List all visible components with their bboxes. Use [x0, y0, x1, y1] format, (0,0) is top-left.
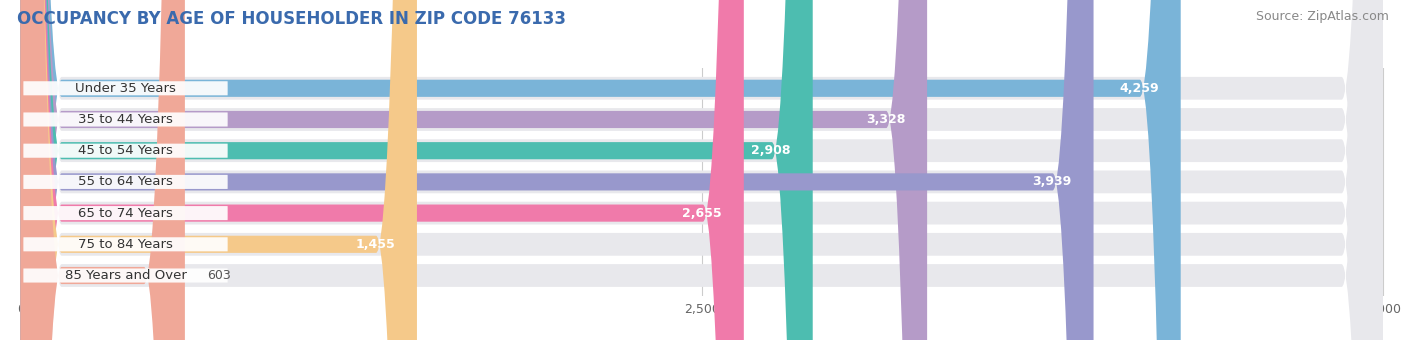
FancyBboxPatch shape [21, 0, 927, 340]
Text: 4,259: 4,259 [1119, 82, 1159, 95]
Text: 603: 603 [207, 269, 231, 282]
FancyBboxPatch shape [21, 0, 1382, 340]
Text: 55 to 64 Years: 55 to 64 Years [79, 175, 173, 188]
FancyBboxPatch shape [21, 0, 744, 340]
Text: 2,908: 2,908 [751, 144, 792, 157]
FancyBboxPatch shape [21, 0, 1382, 340]
FancyBboxPatch shape [24, 206, 228, 220]
Text: Source: ZipAtlas.com: Source: ZipAtlas.com [1256, 10, 1389, 23]
Text: 85 Years and Over: 85 Years and Over [65, 269, 187, 282]
Text: 1,455: 1,455 [356, 238, 395, 251]
FancyBboxPatch shape [21, 0, 813, 340]
FancyBboxPatch shape [21, 0, 1094, 340]
FancyBboxPatch shape [21, 0, 1382, 340]
Text: Under 35 Years: Under 35 Years [75, 82, 176, 95]
FancyBboxPatch shape [24, 81, 228, 95]
Text: 65 to 74 Years: 65 to 74 Years [79, 207, 173, 220]
FancyBboxPatch shape [24, 144, 228, 158]
Text: 3,328: 3,328 [866, 113, 905, 126]
Text: 2,655: 2,655 [682, 207, 723, 220]
FancyBboxPatch shape [24, 237, 228, 251]
FancyBboxPatch shape [21, 0, 418, 340]
FancyBboxPatch shape [24, 269, 228, 283]
FancyBboxPatch shape [21, 0, 1382, 340]
FancyBboxPatch shape [21, 0, 1382, 340]
Text: 35 to 44 Years: 35 to 44 Years [79, 113, 173, 126]
FancyBboxPatch shape [21, 0, 186, 340]
Text: 3,939: 3,939 [1032, 175, 1071, 188]
FancyBboxPatch shape [21, 0, 1382, 340]
FancyBboxPatch shape [24, 113, 228, 126]
Text: OCCUPANCY BY AGE OF HOUSEHOLDER IN ZIP CODE 76133: OCCUPANCY BY AGE OF HOUSEHOLDER IN ZIP C… [17, 10, 565, 28]
FancyBboxPatch shape [24, 175, 228, 189]
FancyBboxPatch shape [21, 0, 1181, 340]
Text: 75 to 84 Years: 75 to 84 Years [79, 238, 173, 251]
FancyBboxPatch shape [21, 0, 1382, 340]
Text: 45 to 54 Years: 45 to 54 Years [79, 144, 173, 157]
